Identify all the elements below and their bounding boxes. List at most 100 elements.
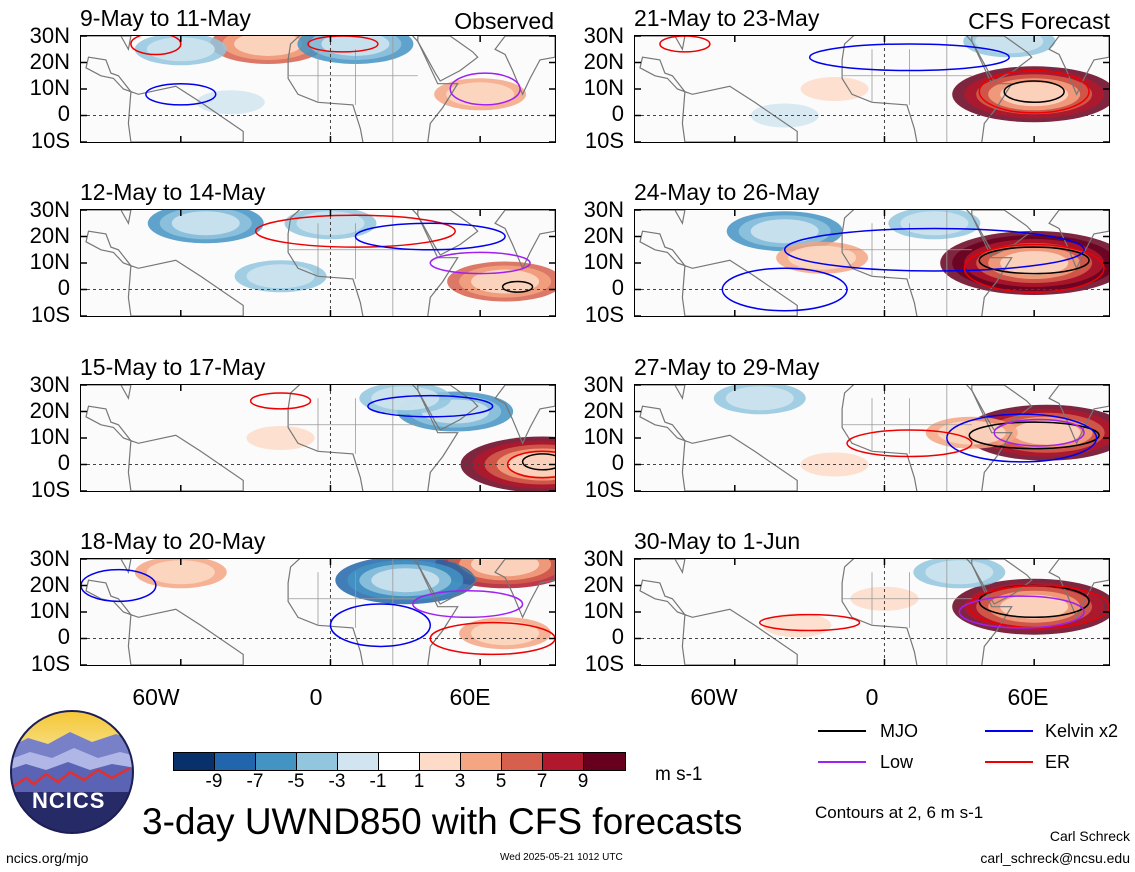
wind-anomaly-blob	[800, 77, 869, 101]
colorbar-bin	[378, 752, 420, 771]
coastline	[287, 210, 459, 316]
footer-author: Carl Schreck	[1049, 828, 1130, 844]
coastline	[81, 210, 132, 226]
coastline	[85, 405, 133, 442]
anomaly-contour	[659, 36, 711, 53]
map-svg	[635, 559, 1109, 665]
wind-anomaly-blob	[1000, 594, 1069, 619]
coastline	[417, 559, 479, 605]
coastline	[639, 230, 687, 267]
lat-label-10n: 10N	[29, 424, 70, 449]
map-svg	[81, 559, 555, 665]
logo-text: NCICS	[32, 788, 106, 813]
colorbar-bin	[419, 752, 461, 771]
lat-label-10s: 10S	[30, 477, 70, 502]
panel-title-1: 9-May to 11-May	[80, 5, 251, 31]
footer-email: carl_schreck@ncsu.edu	[980, 850, 1130, 866]
lat-label-30n: 30N	[583, 197, 624, 222]
colorbar-bin	[296, 752, 338, 771]
lat-label-30n: 30N	[29, 546, 70, 571]
coastline	[639, 405, 687, 442]
map-panel-2	[634, 35, 1110, 143]
lat-label-10n: 10N	[583, 75, 624, 100]
legend-label-low: Low	[880, 752, 914, 772]
colorbar-units: m s-1	[655, 764, 703, 785]
coastline	[635, 385, 686, 401]
coastline	[417, 36, 479, 82]
wind-anomaly-blob	[196, 90, 265, 115]
coastline	[85, 56, 133, 93]
coastline	[635, 210, 686, 226]
colorbar-tick-label: 7	[536, 771, 548, 792]
coastline	[287, 385, 459, 491]
panel-title-6: 27-May to 29-May	[634, 354, 820, 380]
legend-line-er	[985, 761, 1033, 763]
coastline	[494, 36, 555, 96]
coastline	[841, 210, 1013, 316]
map-svg	[635, 36, 1109, 142]
coastline	[1048, 210, 1109, 270]
map-panel-6	[634, 384, 1110, 492]
coastline	[494, 559, 555, 619]
lat-label-10n: 10N	[583, 598, 624, 623]
colorbar-tick-label: 1	[413, 771, 425, 792]
lat-label-0: 0	[57, 275, 70, 300]
footer-url: ncics.org/mjo	[6, 850, 89, 866]
coastline	[635, 559, 686, 575]
colorbar-tick-label: 5	[495, 771, 507, 792]
lon-label-0: 0	[309, 684, 323, 710]
coastline	[681, 434, 798, 491]
wind-anomaly-blob	[471, 559, 540, 577]
anomaly-contour	[993, 418, 1085, 447]
map-svg	[81, 385, 555, 491]
lat-label-10n: 10N	[29, 598, 70, 623]
lat-label-0: 0	[611, 101, 624, 126]
anomaly-contour	[946, 413, 1098, 463]
wind-anomaly-blob	[446, 82, 515, 107]
anomaly-contour	[978, 246, 1090, 275]
coastline	[127, 434, 244, 491]
colorbar-bin	[583, 752, 626, 771]
anomaly-contour	[978, 69, 1090, 114]
lat-label-20n: 20N	[29, 572, 70, 597]
colorbar-bin	[214, 752, 256, 771]
lat-label-20n: 20N	[583, 572, 624, 597]
coastline	[841, 385, 1013, 491]
anomaly-contour	[249, 392, 312, 410]
panel-title-2: 21-May to 23-May	[634, 5, 820, 31]
wind-anomaly-blob	[900, 211, 969, 236]
lat-label-0: 0	[611, 624, 624, 649]
colorbar-tick-label: 3	[454, 771, 466, 792]
anomaly-contour	[329, 603, 432, 648]
anomaly-contour	[721, 267, 848, 312]
lat-label-10s: 10S	[584, 302, 624, 327]
map-svg	[635, 385, 1109, 491]
panel-title-3: 12-May to 14-May	[80, 179, 266, 205]
panel-title-4: 24-May to 26-May	[634, 179, 820, 205]
anomaly-contour	[963, 243, 1105, 293]
wind-anomaly-blob	[171, 211, 240, 236]
wind-anomaly-blob	[925, 560, 994, 585]
coastline	[127, 608, 244, 665]
colorbar-bin	[337, 752, 379, 771]
panel-title-5: 15-May to 17-May	[80, 354, 266, 380]
colorbar-bin	[501, 752, 543, 771]
coastline	[494, 210, 555, 270]
lat-label-30n: 30N	[583, 23, 624, 48]
map-svg	[635, 210, 1109, 316]
anomaly-contour	[130, 36, 182, 56]
map-svg	[81, 210, 555, 316]
coastline	[127, 85, 244, 142]
wind-anomaly-blob	[975, 36, 1044, 54]
legend-label-mjo: MJO	[880, 721, 918, 741]
anomaly-contour	[429, 251, 531, 275]
coastline	[681, 259, 798, 316]
panel-label-cfs: CFS Forecast	[968, 8, 1110, 34]
legend-line-low	[818, 761, 866, 763]
coastline	[639, 579, 687, 616]
lat-label-20n: 20N	[29, 398, 70, 423]
map-panel-3	[80, 209, 556, 317]
anomaly-contour	[958, 595, 1085, 629]
lat-label-20n: 20N	[583, 49, 624, 74]
anomaly-contour	[968, 421, 1100, 450]
